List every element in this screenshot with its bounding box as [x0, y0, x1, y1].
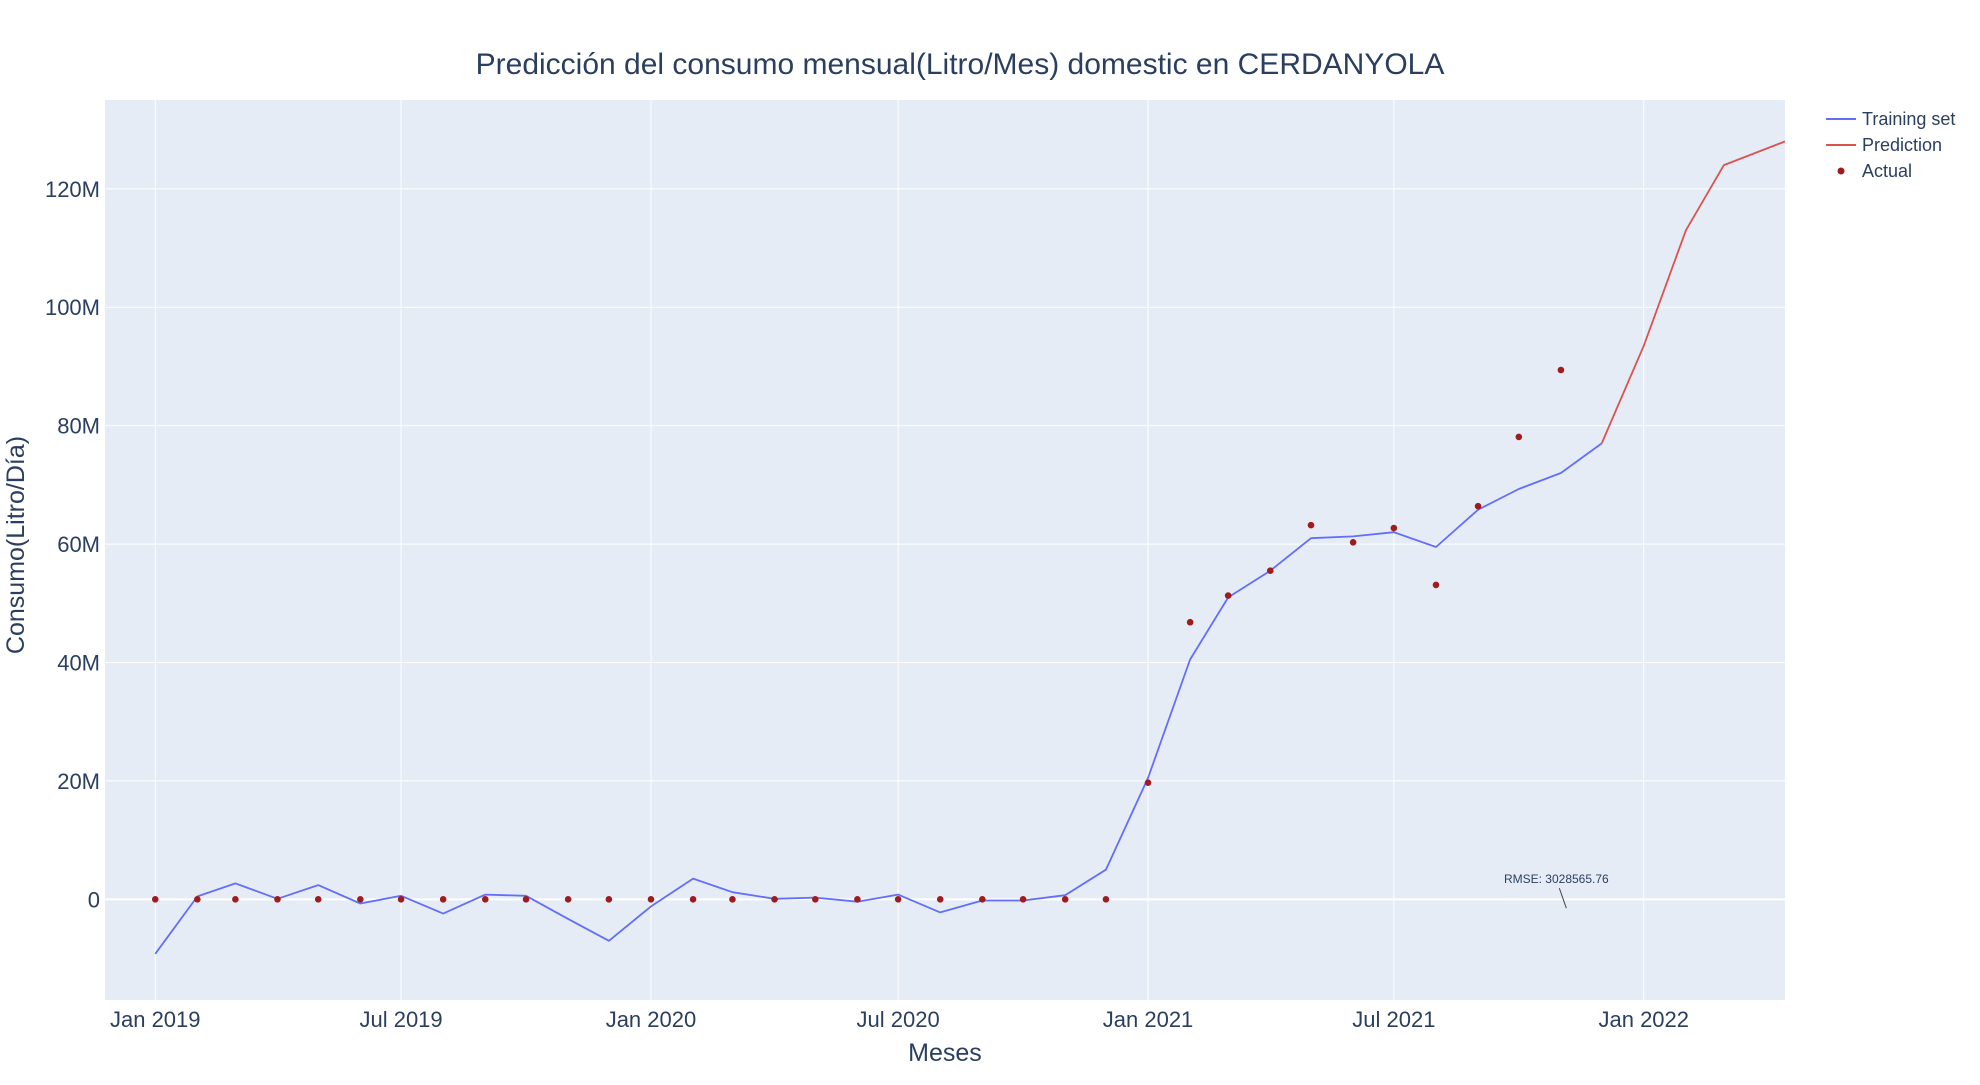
legend: Training set Prediction Actual: [1826, 109, 1955, 181]
actual-point: [1432, 581, 1440, 589]
actual-point: [1515, 433, 1523, 441]
actual-point: [811, 896, 819, 903]
actual-point: [1307, 521, 1315, 529]
y-tick-label: 80M: [57, 414, 100, 439]
actual-point: [564, 896, 572, 903]
actual-point: [481, 896, 489, 903]
actual-point: [274, 896, 281, 903]
y-tick-label: 100M: [45, 295, 100, 320]
actual-point: [151, 896, 159, 903]
y-tick-label: 0: [88, 887, 100, 912]
actual-point: [729, 896, 736, 903]
actual-point: [439, 896, 447, 903]
prediction-line: [1600, 140, 1786, 444]
x-tick-label: Jan 2020: [606, 1007, 697, 1032]
actual-point: [854, 896, 861, 903]
legend-marker-swatch: [1837, 167, 1845, 175]
y-axis-title: Consumo(Litro/Día): [2, 436, 30, 654]
actual-point: [1224, 592, 1232, 599]
actual-point: [1144, 779, 1152, 786]
legend-label: Training set: [1862, 109, 1955, 129]
legend-label: Prediction: [1862, 135, 1942, 155]
x-tick-label: Jul 2021: [1352, 1007, 1435, 1032]
actual-point: [1061, 896, 1069, 903]
plot-background: [105, 100, 1785, 1000]
actual-point: [689, 896, 697, 903]
actual-point: [1474, 502, 1482, 510]
actual-point: [605, 896, 613, 903]
x-axis-title: Meses: [908, 1039, 982, 1067]
x-tick-label: Jul 2019: [359, 1007, 442, 1032]
actual-point: [1557, 366, 1565, 374]
actual-point: [771, 896, 778, 903]
chart-title: Predicción del consumo mensual(Litro/Mes…: [476, 48, 1445, 81]
actual-point: [1390, 524, 1398, 532]
actual-point: [357, 896, 364, 903]
rmse-annotation: RMSE: 3028565.76: [1504, 872, 1609, 886]
y-tick-label: 120M: [45, 177, 100, 202]
y-tick-label: 60M: [57, 532, 100, 557]
actual-point: [522, 896, 530, 903]
actual-point: [1186, 618, 1194, 626]
actual-point: [894, 896, 902, 903]
actual-point: [1019, 896, 1027, 903]
x-tick-label: Jul 2020: [857, 1007, 940, 1032]
actual-point: [936, 896, 944, 903]
y-tick-label: 40M: [57, 651, 100, 676]
actual-point: [647, 896, 655, 903]
training-set-line: [154, 442, 1603, 955]
actual-point: [397, 896, 405, 903]
x-tick-label: Jan 2021: [1103, 1007, 1194, 1032]
actual-point: [1349, 539, 1357, 546]
actual-point: [1102, 896, 1110, 903]
annotation-arrow: [1558, 888, 1567, 909]
actual-point: [194, 896, 201, 903]
x-tick-label: Jan 2019: [110, 1007, 201, 1032]
plot-area: Jan 2019 Jul 2019 Jan 2020 Jul 2020 Jan 2021…: [45, 100, 1786, 1032]
actual-point: [232, 896, 239, 903]
actual-point: [1266, 567, 1274, 575]
actual-point: [314, 896, 322, 903]
x-tick-label: Jan 2022: [1598, 1007, 1689, 1032]
legend-label: Actual: [1862, 161, 1912, 181]
y-tick-label: 20M: [57, 769, 100, 794]
actual-point: [979, 896, 986, 903]
